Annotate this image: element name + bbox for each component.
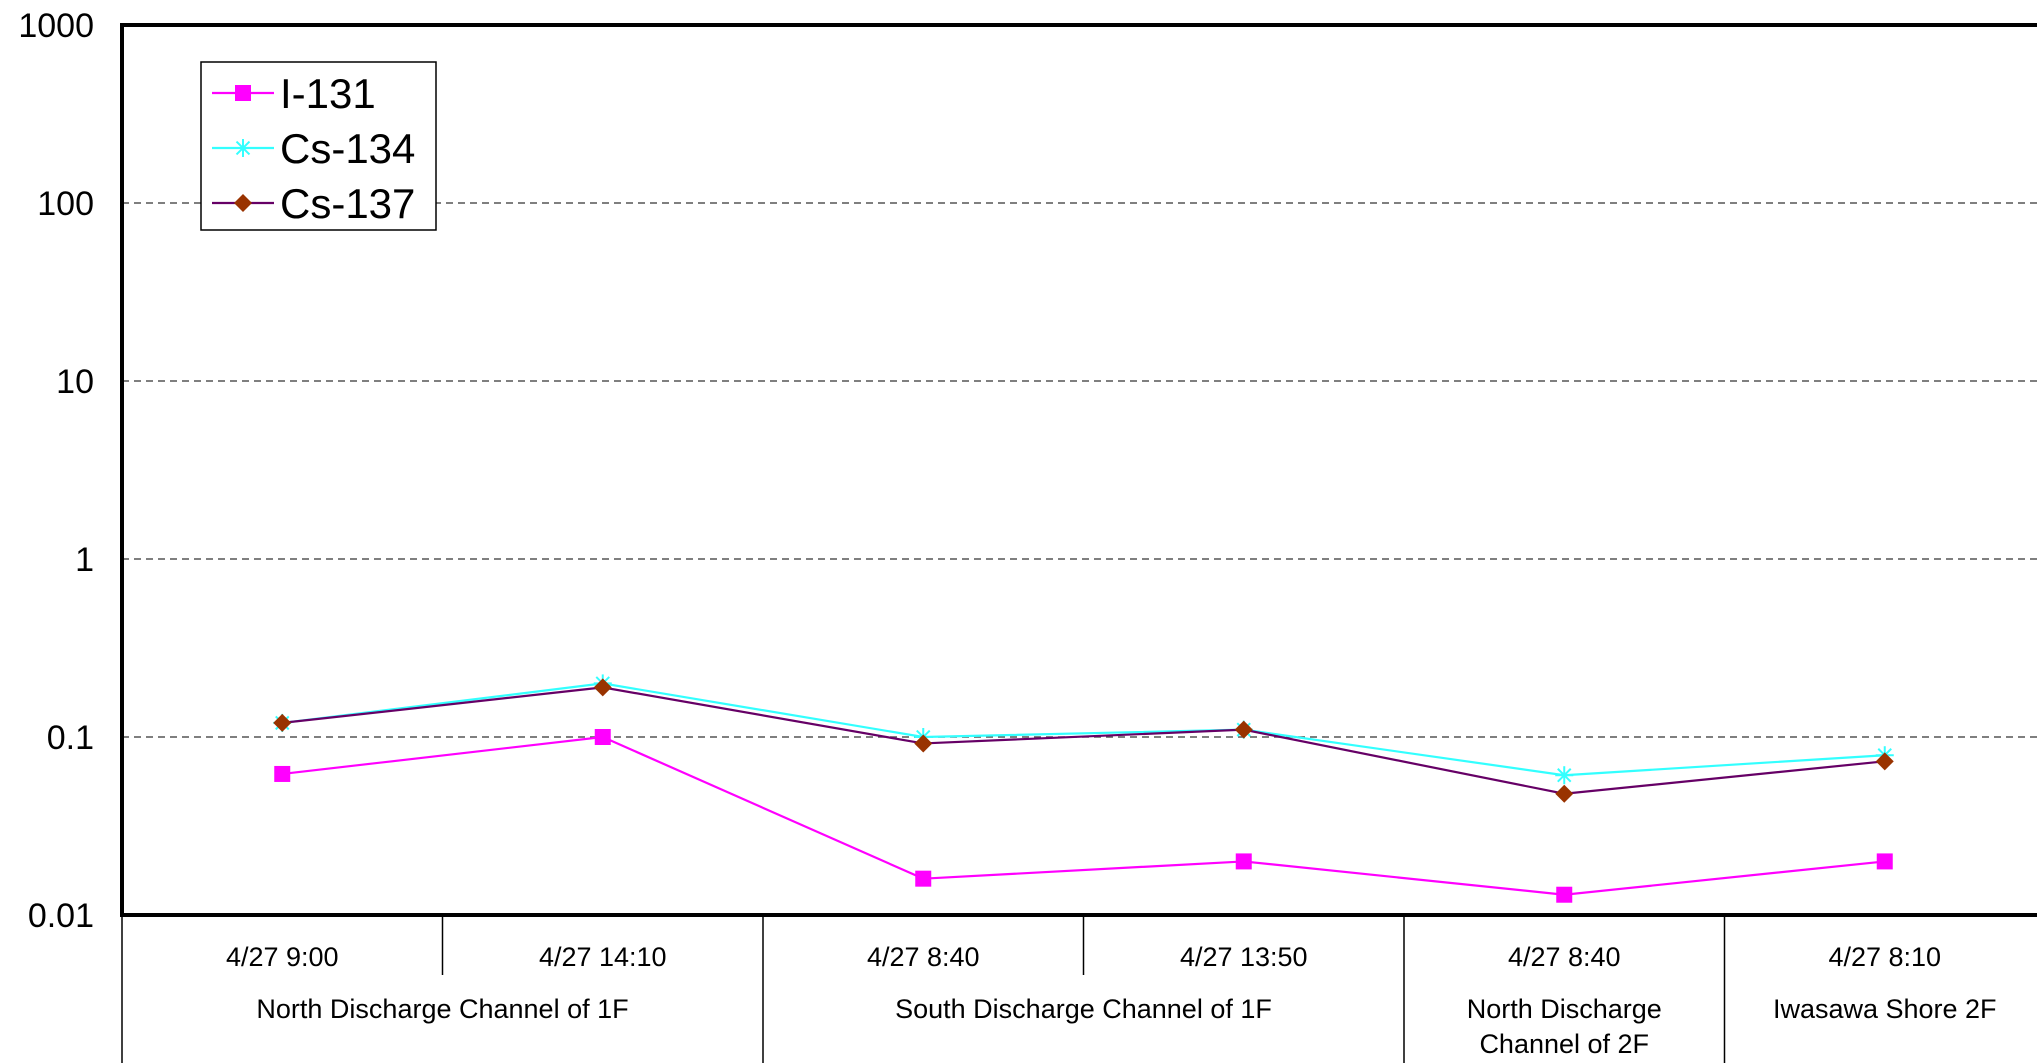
x-tick-label: 4/27 14:10 [539,942,667,972]
legend-marker [235,85,251,101]
legend-label: Cs-137 [280,180,415,227]
data-point [1556,886,1573,903]
data-point [274,765,291,782]
x-group-label: Channel of 2F [1479,1029,1649,1059]
y-axis-ticks: 0.01 0.1 1 10 100 1000 [18,7,94,935]
legend-marker [234,194,252,212]
data-point [1235,853,1252,870]
series-line [282,686,1885,795]
series-line [282,735,1885,896]
legend: I-131 Cs-134 Cs-137 [200,61,437,231]
data-point [1875,752,1894,771]
y-tick-label: 0.1 [47,719,94,757]
data-point [593,678,612,697]
series-layer [273,674,1894,903]
data-point [1234,720,1253,739]
legend-marker [234,139,252,157]
legend-label: Cs-134 [280,125,415,172]
x-tick-label: 4/27 8:10 [1828,942,1941,972]
x-group-label: Iwasawa Shore 2F [1773,994,1997,1024]
x-tick-label: 4/27 9:00 [226,942,339,972]
y-tick-label: 0.01 [28,897,94,935]
y-tick-label: 1 [75,541,94,579]
legend-label: I-131 [280,70,376,117]
series-line [282,682,1885,777]
y-tick-label: 1000 [18,7,94,45]
plot-frame [120,23,2037,917]
x-group-label: North Discharge Channel of 1F [256,994,628,1024]
gridlines [122,202,2037,738]
data-point [594,729,611,745]
data-point [273,713,292,732]
x-axis: 4/27 9:00 4/27 14:10 4/27 8:40 4/27 13:50 4/… [121,915,1997,1063]
x-group-label: South Discharge Channel of 1F [895,994,1272,1024]
x-tick-label: 4/27 8:40 [1508,942,1621,972]
series-cs-137 [273,678,1894,803]
x-tick-label: 4/27 13:50 [1180,942,1308,972]
data-point [915,870,932,887]
y-tick-label: 10 [56,363,94,401]
y-tick-label: 100 [37,185,94,223]
data-point [914,734,933,753]
x-group-label: North Discharge [1467,994,1662,1024]
data-point [1555,784,1574,803]
data-point [1555,766,1574,785]
series-i-131 [274,729,1893,903]
x-tick-label: 4/27 8:40 [867,942,980,972]
data-point [1876,853,1893,870]
series-cs-134 [273,674,1894,785]
